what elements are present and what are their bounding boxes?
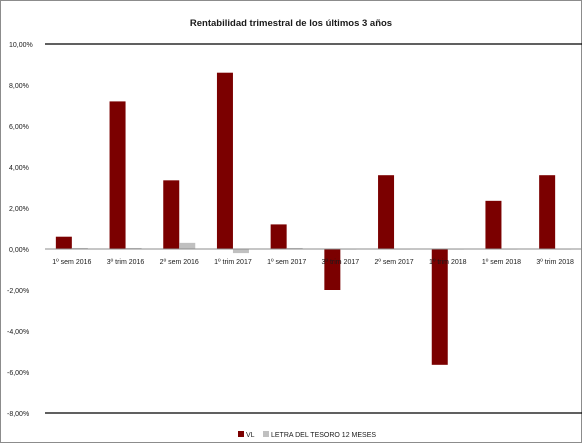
bar-vl [485,200,502,249]
y-tick-label: 8,00% [9,83,29,90]
category-label: 1º trim 2018 [429,259,467,266]
category-label: 1º sem 2018 [482,259,521,266]
y-tick-label: 10,00% [9,42,33,49]
bar-vl [163,180,180,249]
bar-vl [216,72,233,249]
category-label: 1º sem 2017 [267,259,306,266]
category-label: 1º trim 2017 [214,259,252,266]
legend-swatch-letra [263,431,269,437]
y-tick-label: -2,00% [7,288,29,295]
legend-swatch-vl [238,431,244,437]
legend-label-vl: VL [246,432,255,439]
y-axis-ticks: 10,00% 8,00% 6,00% 4,00% 2,00% 0,00% -2,… [7,42,33,418]
bar-vl [431,249,448,365]
bar-vl [270,224,287,249]
y-tick-label: -6,00% [7,370,29,377]
y-tick-label: 2,00% [9,206,29,213]
y-tick-label: 0,00% [9,247,29,254]
category-labels: 1º sem 2016 3º trim 2016 2º sem 2016 1º … [52,259,574,266]
y-tick-label: -8,00% [7,411,29,418]
bar-vl [539,175,556,249]
bars-layer [55,72,572,365]
category-label: 1º sem 2016 [52,259,91,266]
chart-title: Rentabilidad trimestral de los últimos 3… [190,18,392,29]
bar-vl [55,236,72,249]
legend: VL LETRA DEL TESORO 12 MESES [238,431,376,439]
category-label: 3º trim 2016 [107,259,145,266]
bar-letra-tesoro [125,247,142,249]
category-label: 2º sem 2016 [160,259,199,266]
bar-letra-tesoro [71,247,88,249]
bar-vl [378,175,395,249]
bar-letra-tesoro [232,249,249,254]
bar-letra-tesoro [179,242,196,249]
category-label: 3º trim 2017 [322,259,360,266]
y-tick-label: 4,00% [9,165,29,172]
y-tick-label: 6,00% [9,124,29,131]
bar-letra-tesoro [286,247,303,249]
bar-vl [109,101,126,250]
category-label: 3º trim 2018 [536,259,574,266]
y-tick-label: -4,00% [7,329,29,336]
legend-label-letra: LETRA DEL TESORO 12 MESES [271,432,376,439]
category-label: 2º sem 2017 [374,259,413,266]
bar-vl [324,249,341,290]
